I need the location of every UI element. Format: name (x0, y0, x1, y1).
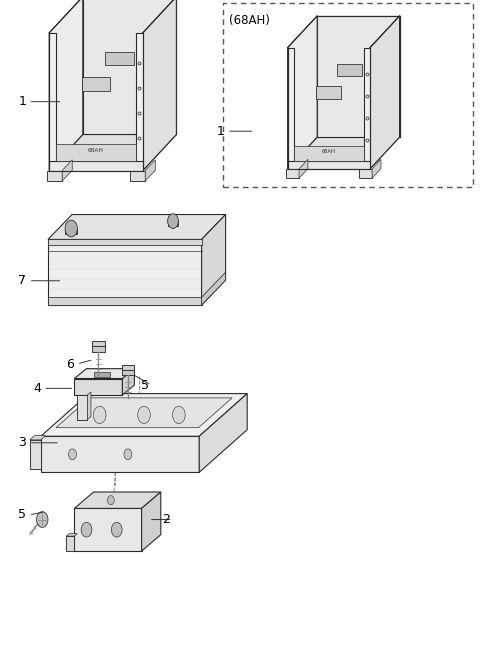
Polygon shape (82, 77, 110, 91)
Text: 1: 1 (217, 125, 225, 138)
Text: 68AH: 68AH (88, 148, 104, 154)
Polygon shape (49, 0, 83, 171)
Polygon shape (74, 492, 161, 508)
Polygon shape (41, 436, 199, 472)
Polygon shape (30, 436, 46, 440)
Polygon shape (83, 0, 177, 134)
Polygon shape (359, 169, 372, 178)
Polygon shape (337, 64, 362, 76)
Polygon shape (288, 137, 399, 169)
Polygon shape (145, 160, 156, 181)
Polygon shape (47, 171, 62, 181)
Polygon shape (143, 0, 177, 171)
Polygon shape (199, 394, 247, 472)
Polygon shape (87, 392, 91, 420)
Polygon shape (41, 394, 247, 436)
Polygon shape (317, 16, 399, 137)
Text: 7: 7 (18, 274, 26, 287)
Polygon shape (142, 492, 161, 551)
Polygon shape (48, 297, 202, 305)
Circle shape (69, 449, 76, 460)
Polygon shape (288, 16, 317, 169)
Polygon shape (364, 48, 370, 169)
Polygon shape (94, 372, 110, 377)
Bar (223, 3, 473, 187)
Polygon shape (106, 52, 133, 66)
Polygon shape (66, 536, 74, 551)
Polygon shape (66, 534, 77, 536)
Polygon shape (294, 146, 364, 161)
Circle shape (36, 512, 48, 527)
Polygon shape (56, 144, 136, 161)
Circle shape (65, 220, 77, 237)
Polygon shape (62, 160, 72, 181)
Polygon shape (122, 369, 134, 395)
Polygon shape (48, 215, 226, 239)
Circle shape (124, 449, 132, 460)
Polygon shape (48, 239, 202, 245)
Polygon shape (122, 370, 134, 375)
Polygon shape (286, 169, 299, 178)
Circle shape (138, 406, 150, 424)
Text: 3: 3 (19, 436, 26, 449)
Circle shape (168, 214, 179, 228)
Circle shape (108, 496, 114, 505)
Polygon shape (65, 228, 77, 234)
Polygon shape (288, 48, 294, 169)
Polygon shape (74, 379, 122, 395)
Circle shape (111, 522, 122, 537)
Polygon shape (130, 171, 145, 181)
Circle shape (172, 406, 185, 424)
Text: 5: 5 (18, 508, 26, 522)
Polygon shape (77, 395, 87, 420)
Polygon shape (49, 134, 177, 171)
Circle shape (93, 406, 106, 424)
Polygon shape (316, 87, 341, 98)
Polygon shape (48, 239, 202, 305)
Text: 1: 1 (19, 95, 26, 108)
Polygon shape (370, 16, 399, 169)
Polygon shape (30, 440, 41, 468)
Polygon shape (56, 398, 232, 428)
Text: 4: 4 (33, 382, 41, 395)
Polygon shape (372, 159, 381, 178)
Polygon shape (92, 346, 105, 352)
Polygon shape (74, 508, 142, 551)
Text: 6: 6 (67, 358, 74, 371)
Text: (68AH): (68AH) (229, 14, 270, 28)
Text: 2: 2 (163, 513, 170, 526)
Polygon shape (168, 221, 179, 226)
Polygon shape (202, 215, 226, 305)
Polygon shape (49, 161, 143, 171)
Polygon shape (202, 272, 226, 305)
Polygon shape (122, 365, 134, 370)
Polygon shape (92, 341, 105, 346)
Polygon shape (288, 161, 370, 169)
Polygon shape (74, 369, 134, 379)
Circle shape (81, 522, 92, 537)
Text: 5: 5 (141, 379, 149, 392)
Polygon shape (299, 159, 308, 178)
Text: 68AH: 68AH (322, 149, 336, 154)
Polygon shape (136, 33, 143, 171)
Polygon shape (49, 33, 56, 171)
